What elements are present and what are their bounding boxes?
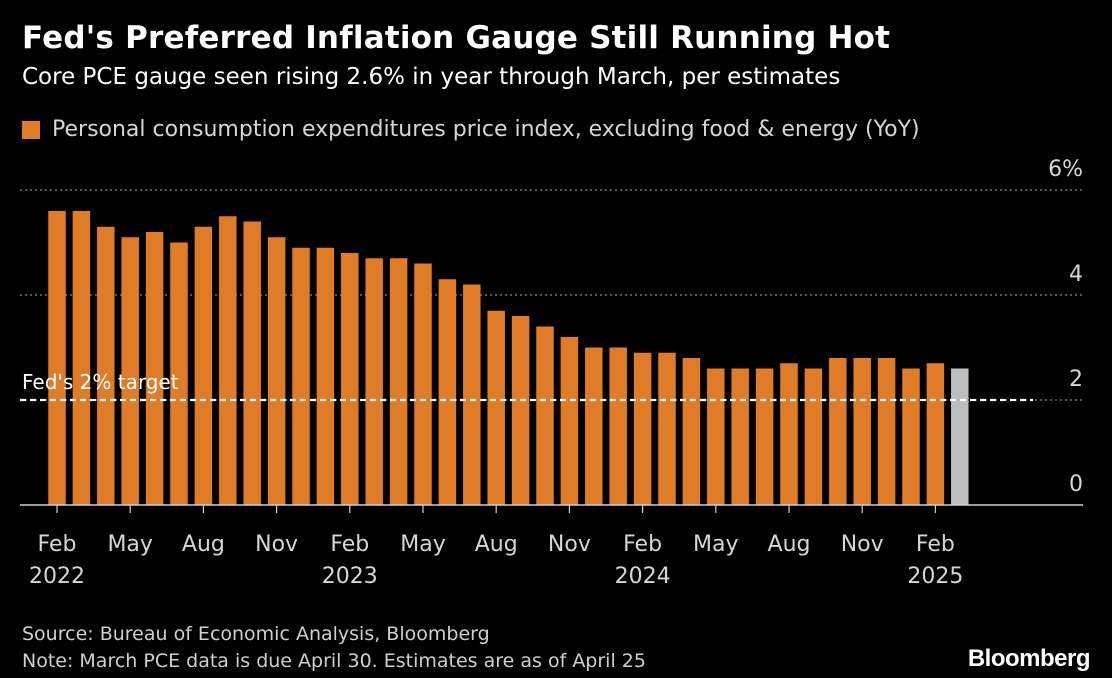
x-tick-month-label: May bbox=[107, 532, 152, 557]
bloomberg-logo: Bloomberg bbox=[967, 645, 1091, 672]
chart-subtitle: Core PCE gauge seen rising 2.6% in year … bbox=[22, 64, 841, 90]
bar bbox=[48, 211, 66, 505]
x-tick-year-label: 2024 bbox=[615, 564, 671, 589]
y-tick-label: 0 bbox=[1069, 472, 1083, 497]
bar bbox=[853, 358, 871, 505]
y-tick-label: 2 bbox=[1069, 367, 1083, 392]
y-tick-label: 6% bbox=[1048, 157, 1083, 182]
bar bbox=[731, 368, 749, 505]
x-tick-month-label: Feb bbox=[916, 532, 955, 557]
bar bbox=[292, 247, 310, 505]
legend: Personal consumption expenditures price … bbox=[22, 117, 920, 142]
bar bbox=[341, 253, 359, 505]
target-label: Fed's 2% target bbox=[22, 370, 179, 394]
bar bbox=[414, 263, 432, 505]
x-tick-year-label: 2023 bbox=[322, 564, 378, 589]
y-tick-label: 4 bbox=[1069, 262, 1083, 287]
bar bbox=[511, 316, 530, 505]
bar bbox=[682, 358, 701, 505]
bar bbox=[194, 226, 213, 505]
bar bbox=[243, 221, 261, 505]
bar bbox=[829, 358, 847, 505]
x-tick-month-label: Aug bbox=[475, 532, 518, 557]
bar bbox=[97, 226, 115, 505]
bar bbox=[389, 258, 408, 505]
bar bbox=[145, 232, 164, 505]
bar bbox=[560, 337, 579, 505]
bar bbox=[463, 284, 481, 505]
bar bbox=[658, 352, 676, 505]
legend-label: Personal consumption expenditures price … bbox=[52, 117, 920, 142]
bar bbox=[219, 216, 237, 505]
bar-chart: Fed's 2% target 0 2 4 6% Feb 2022 May Aug Nov Feb… bbox=[20, 157, 1083, 589]
x-tick-month-label: Aug bbox=[182, 532, 225, 557]
target-reference: Fed's 2% target bbox=[20, 370, 1033, 402]
x-tick-month-label: Feb bbox=[330, 532, 369, 557]
x-tick-month-label: May bbox=[693, 532, 738, 557]
x-tick-month-label: Feb bbox=[623, 532, 662, 557]
bar bbox=[609, 347, 627, 505]
bar bbox=[438, 279, 457, 505]
bar bbox=[365, 258, 383, 505]
x-tick-month-label: Nov bbox=[841, 532, 884, 557]
bar bbox=[804, 368, 823, 505]
x-tick-month-label: May bbox=[400, 532, 445, 557]
bar bbox=[267, 237, 286, 505]
bar bbox=[72, 211, 91, 505]
bar bbox=[121, 237, 139, 505]
x-tick-month-label: Feb bbox=[38, 532, 77, 557]
bar bbox=[487, 310, 505, 505]
x-tick-year-label: 2022 bbox=[29, 564, 85, 589]
x-tick-month-label: Aug bbox=[768, 532, 811, 557]
x-tick-month-label: Nov bbox=[255, 532, 298, 557]
estimate-bar bbox=[951, 368, 969, 505]
bar bbox=[707, 368, 725, 505]
bar bbox=[585, 347, 603, 505]
source-note: Source: Bureau of Economic Analysis, Blo… bbox=[22, 623, 490, 645]
x-tick-month-label: Nov bbox=[548, 532, 591, 557]
bars bbox=[48, 211, 969, 505]
bar bbox=[170, 242, 188, 505]
x-tick-year-label: 2025 bbox=[907, 564, 963, 589]
bar bbox=[316, 247, 335, 505]
bar bbox=[902, 368, 920, 505]
bar bbox=[755, 368, 774, 505]
bar bbox=[536, 326, 554, 505]
footnote: Note: March PCE data is due April 30. Es… bbox=[22, 650, 646, 672]
bar bbox=[633, 352, 652, 505]
legend-swatch bbox=[22, 120, 40, 139]
bar bbox=[926, 363, 945, 505]
bar bbox=[780, 363, 798, 505]
chart-title: Fed's Preferred Inflation Gauge Still Ru… bbox=[22, 20, 891, 56]
axes: 0 2 4 6% Feb 2022 May Aug Nov Feb 2023 May Aug Nov Feb… bbox=[20, 157, 1083, 589]
bar bbox=[877, 358, 896, 505]
